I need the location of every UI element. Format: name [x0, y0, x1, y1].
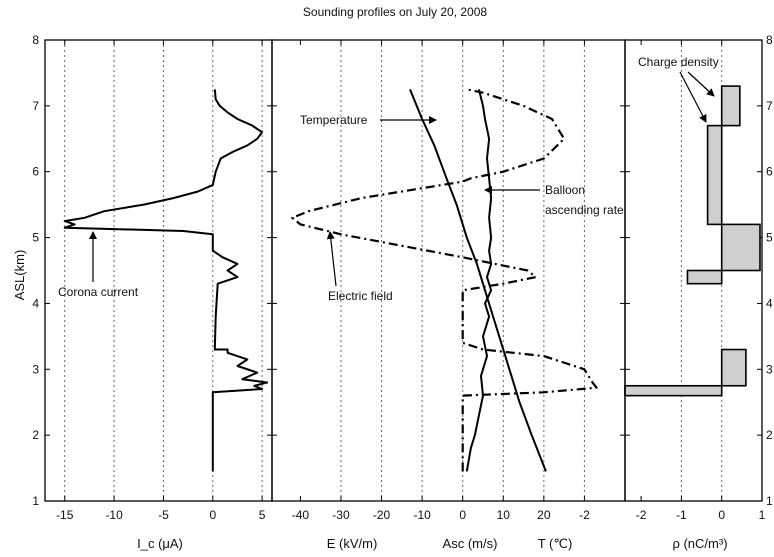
panel-frames: [44, 39, 763, 502]
y-tick-label-left: 1: [32, 494, 39, 508]
panel-frame: [624, 39, 763, 502]
x-axis-label-electric-field: E (kV/m): [327, 536, 378, 551]
annotation-arrow: [687, 71, 715, 97]
x-tick-label: -2: [636, 508, 647, 522]
y-tick-label-right: 1: [766, 494, 773, 508]
charge-density-bar: [720, 348, 747, 387]
annotation-arrow: [679, 71, 707, 123]
x-tick-label: -1: [676, 508, 687, 522]
y-tick-label-right: 7: [766, 99, 773, 113]
y-tick-label-left: 6: [32, 165, 39, 179]
x-tick-label: -10: [413, 508, 431, 522]
x-tick-label: 0: [459, 508, 466, 522]
x-tick-label: 0: [209, 508, 216, 522]
annotation-temperature: Temperature: [300, 113, 368, 127]
annotation-corona-current: Corona current: [58, 285, 139, 299]
x-axis-label-charge-density: ρ (nC/m³): [672, 536, 727, 551]
y-tick-label-right: 5: [766, 231, 773, 245]
x-tick-label: 1: [759, 508, 766, 522]
annotations: Corona current Temperature Balloon ascendin…: [58, 55, 719, 303]
x-tick-label: -30: [332, 508, 350, 522]
balloon-ascending-rate-line: [465, 89, 493, 472]
chart-marks: [63, 85, 761, 472]
x-tick-label: 0: [718, 508, 725, 522]
x-tick-label: -10: [105, 508, 123, 522]
y-tick-label-right: 4: [766, 296, 773, 310]
charge-density-bar: [720, 223, 761, 272]
x-tick-label: -40: [292, 508, 310, 522]
charge-density-bar: [720, 85, 741, 127]
y-tick-label-right: 2: [766, 428, 773, 442]
charge-density-bar: [686, 269, 723, 285]
y-tick-label-left: 2: [32, 428, 39, 442]
annotation-electric-field: Electric field: [328, 289, 393, 303]
x-tick-label: -15: [56, 508, 74, 522]
tick-labels: -15 -10 -5 0 5 -40 -30 -20 -10 0 10 20 -2 -2 -1 0 11 12 23…: [32, 33, 773, 522]
y-tick-label-left: 3: [32, 362, 39, 376]
annotation-balloon-line1: Balloon: [545, 183, 585, 197]
x-tick-label: 20: [537, 508, 551, 522]
x-tick-label: -2: [579, 508, 590, 522]
temperature-line: [409, 89, 547, 472]
y-axis-label: ASL(km): [12, 250, 27, 301]
y-tick-label-left: 5: [32, 231, 39, 245]
x-tick-label: -20: [373, 508, 391, 522]
x-tick-label: 10: [497, 508, 511, 522]
annotation-charge-density: Charge density: [638, 55, 719, 69]
x-axis-label-temperature: T (℃): [538, 536, 573, 551]
annotation-balloon-line2: ascending rate: [545, 203, 624, 217]
x-tick-label: 5: [259, 508, 266, 522]
y-tick-label-right: 6: [766, 165, 773, 179]
y-tick-label-left: 7: [32, 99, 39, 113]
charge-density-bar: [624, 384, 723, 397]
charge-density-bar: [706, 124, 723, 226]
x-axis-label-ascending-rate: Asc (m/s): [443, 536, 498, 551]
figure-title: Sounding profiles on July 20, 2008: [303, 5, 487, 19]
y-tick-label-right: 8: [766, 33, 773, 47]
y-tick-label-right: 3: [766, 362, 773, 376]
x-tick-label: -5: [158, 508, 169, 522]
corona-current-line: [63, 89, 269, 472]
x-axis-label-corona-current: I_c (μA): [137, 536, 183, 551]
y-tick-label-left: 8: [32, 33, 39, 47]
annotation-arrow: [326, 231, 337, 287]
y-tick-label-left: 4: [32, 296, 39, 310]
electric-field-line: [291, 88, 598, 472]
